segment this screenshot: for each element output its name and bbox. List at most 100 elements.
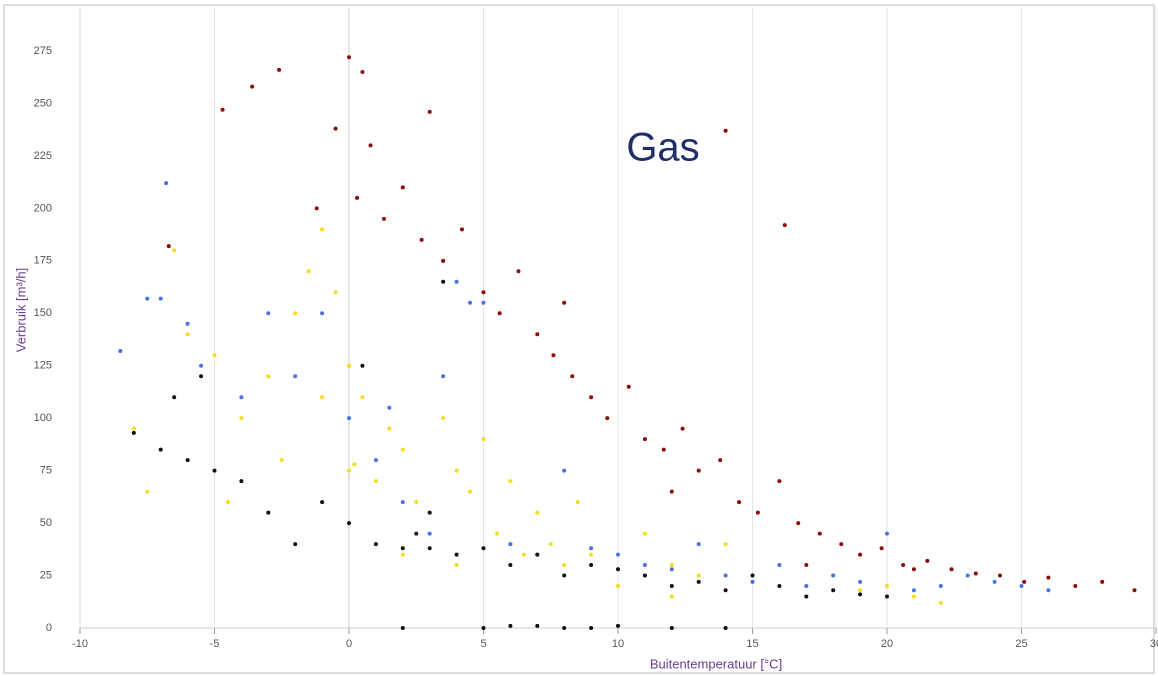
point	[911, 567, 916, 572]
point	[804, 594, 809, 599]
point	[481, 626, 486, 630]
point	[400, 500, 405, 505]
point	[333, 290, 338, 295]
point	[145, 296, 150, 301]
point	[885, 531, 889, 536]
point	[535, 552, 540, 557]
x-tick-label: -5	[210, 638, 220, 650]
point	[277, 67, 282, 72]
point	[400, 626, 405, 630]
point	[508, 479, 513, 484]
point	[508, 563, 513, 568]
point	[1132, 588, 1137, 593]
y-tick-label: 100	[34, 412, 52, 424]
annotation: Gas	[626, 126, 699, 170]
point	[696, 579, 701, 584]
y-tick-label: 0	[46, 622, 52, 634]
point	[250, 84, 255, 89]
point	[1022, 579, 1027, 584]
point	[997, 573, 1002, 578]
point	[642, 573, 647, 578]
point	[562, 468, 567, 473]
point	[320, 311, 325, 316]
point	[777, 479, 782, 484]
point	[777, 584, 782, 589]
x-tick-label: 20	[881, 638, 893, 650]
y-tick-label: 150	[34, 307, 52, 319]
point	[373, 479, 378, 484]
x-tick-label: 15	[746, 638, 758, 650]
point	[333, 126, 338, 131]
y-tick-label: 75	[40, 465, 52, 477]
point	[355, 195, 360, 200]
frame	[3, 4, 1155, 674]
point	[172, 248, 177, 253]
point	[1100, 579, 1105, 584]
point	[570, 374, 575, 379]
point	[131, 426, 136, 431]
point	[481, 546, 486, 551]
point	[320, 395, 325, 400]
point	[831, 573, 836, 578]
point	[212, 468, 217, 473]
point	[562, 573, 567, 578]
point	[925, 558, 930, 563]
point	[212, 353, 217, 358]
point	[938, 600, 943, 605]
point	[562, 626, 567, 630]
point	[589, 552, 594, 557]
point	[454, 552, 459, 557]
point	[266, 510, 271, 515]
point	[589, 395, 594, 400]
point	[642, 437, 647, 442]
point	[320, 500, 325, 505]
point	[441, 258, 446, 263]
point	[669, 594, 674, 599]
point	[723, 128, 728, 133]
grid: -10 -5 0 5 10 15 20 25 30 0 25 50 75 100 125 150 175 200 2…	[34, 8, 1158, 650]
points	[118, 55, 1137, 630]
point	[293, 311, 298, 316]
point	[973, 571, 978, 576]
point	[589, 563, 594, 568]
point	[454, 563, 459, 568]
point	[427, 546, 432, 551]
point	[481, 437, 486, 442]
y-tick-label: 25	[40, 569, 52, 581]
point	[755, 510, 760, 515]
point	[199, 363, 204, 368]
x-tick-label: 10	[612, 638, 624, 650]
point	[858, 552, 863, 557]
point	[387, 426, 392, 431]
point	[723, 573, 728, 578]
point	[737, 500, 742, 505]
point	[352, 462, 357, 467]
point	[266, 311, 271, 316]
point	[782, 223, 787, 228]
point	[804, 563, 809, 568]
point	[427, 109, 432, 114]
point	[427, 510, 432, 515]
point	[642, 531, 647, 536]
point	[605, 416, 610, 421]
point	[508, 623, 513, 628]
point	[723, 542, 728, 547]
point	[225, 500, 230, 505]
point	[1046, 588, 1051, 593]
point	[548, 542, 553, 547]
point	[669, 584, 674, 589]
point	[131, 430, 136, 435]
point	[441, 374, 446, 379]
point	[266, 374, 271, 379]
x-tick-label: 5	[480, 638, 486, 650]
point	[911, 594, 916, 599]
point	[347, 416, 351, 421]
point	[441, 416, 446, 421]
point	[279, 458, 284, 463]
point	[901, 563, 906, 568]
point	[347, 55, 351, 60]
point	[494, 531, 499, 536]
point	[360, 395, 365, 400]
point	[459, 227, 464, 232]
